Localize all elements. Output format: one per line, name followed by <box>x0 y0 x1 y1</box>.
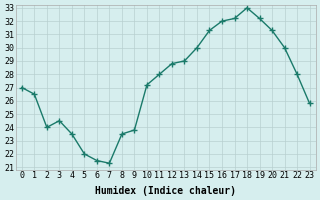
X-axis label: Humidex (Indice chaleur): Humidex (Indice chaleur) <box>95 186 236 196</box>
